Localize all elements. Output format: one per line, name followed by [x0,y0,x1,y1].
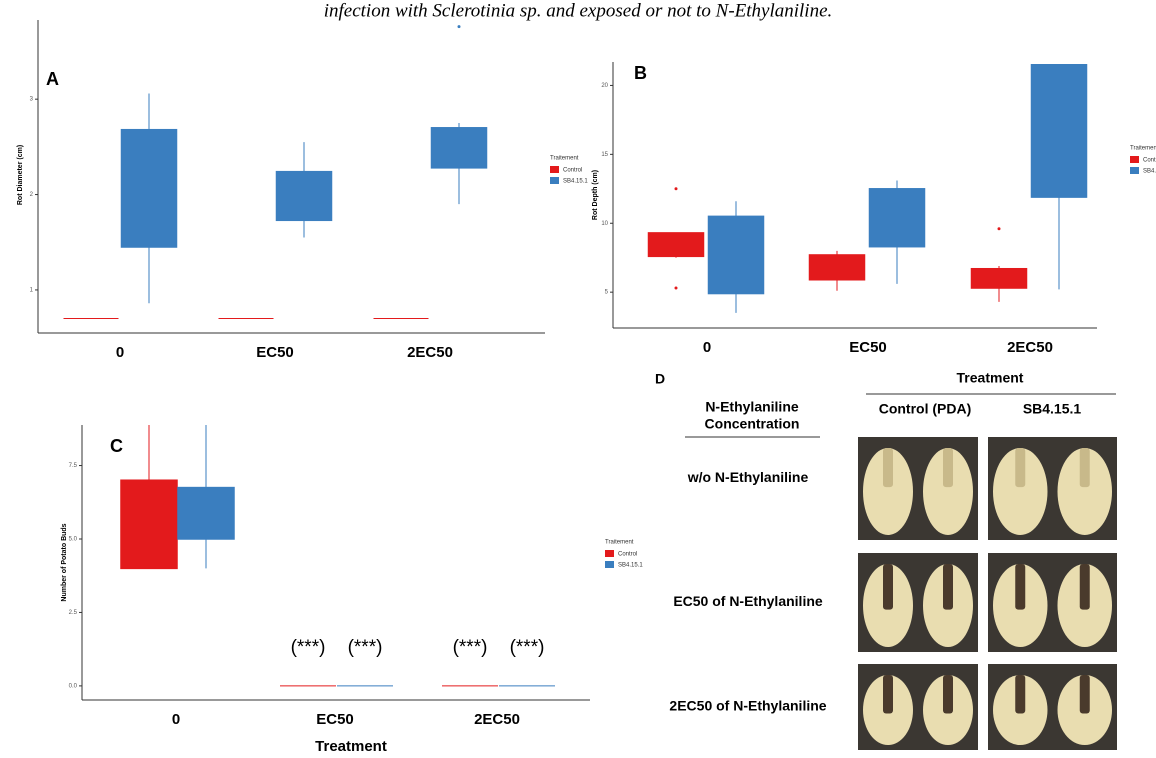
outlier [675,187,678,190]
rot-lesion [1015,675,1025,714]
y-tick-label: 7.5 [69,463,78,469]
legend-label: Control [618,552,637,558]
legend-title: Traitement [550,156,579,162]
legend-swatch [1130,167,1139,174]
row-header: Concentration [705,416,800,432]
x-tick-label: 2EC50 [1007,339,1053,356]
box [870,189,925,247]
x-tick-label: 0 [172,711,180,728]
box [122,130,177,247]
x-tick-label: EC50 [256,344,294,361]
y-axis-title: Number of Potato Buds [61,523,68,601]
rot-lesion [1015,448,1025,487]
rot-lesion [883,448,893,487]
legend-swatch [1130,156,1139,163]
outlier [675,287,678,290]
caption: infection with Sclerotinia sp. and expos… [324,0,833,21]
rot-lesion [883,564,893,610]
rot-lesion [883,675,893,714]
rot-lesion [1080,448,1090,487]
x-tick-label: 0 [703,339,711,356]
legend-swatch [550,166,559,173]
legend-label: SB4.15.1 [563,179,588,185]
row-label: EC50 of N-Ethylaniline [673,593,823,609]
column-header: Control (PDA) [879,401,972,417]
panel-label: C [110,436,123,456]
box [277,172,332,221]
legend-swatch [605,550,614,557]
legend-label: Control [1143,158,1156,164]
figure: infection with Sclerotinia sp. and expos… [0,0,1156,758]
annotation: (***) [510,637,545,658]
y-tick-label: 3 [30,97,34,103]
panel-label: D [655,371,665,387]
rot-lesion [943,675,953,714]
x-axis-title: Treatment [315,738,387,755]
box [432,128,487,168]
box [1032,65,1087,197]
outlier [458,25,461,28]
legend-title: Traitement [1130,146,1156,152]
rot-lesion [1015,564,1025,610]
box [709,216,764,293]
x-tick-label: 2EC50 [474,711,520,728]
y-axis-title: Rot Diameter (cm) [17,145,24,205]
y-tick-label: 2.5 [69,610,78,616]
x-tick-label: 0 [116,344,124,361]
y-tick-label: 15 [601,152,608,158]
legend-label: SB4.15.1 [618,563,643,569]
annotation: (***) [453,637,488,658]
rot-lesion [1080,564,1090,610]
box [178,488,234,539]
column-header: SB4.15.1 [1023,401,1082,417]
box [649,233,704,256]
y-tick-label: 5 [605,290,609,296]
column-group-header: Treatment [957,370,1024,386]
outlier [998,227,1001,230]
legend-title: Traitement [605,540,634,546]
rot-lesion [943,564,953,610]
annotation: (***) [348,637,383,658]
annotation: (***) [291,637,326,658]
panel-label: B [634,63,647,83]
y-tick-label: 20 [601,83,608,89]
row-label: 2EC50 of N-Ethylaniline [669,698,826,714]
x-tick-label: EC50 [316,711,354,728]
y-tick-label: 2 [30,192,34,198]
rot-lesion [943,448,953,487]
legend-swatch [550,177,559,184]
row-header: N-Ethylaniline [705,399,799,415]
x-tick-label: EC50 [849,339,887,356]
x-tick-label: 2EC50 [407,344,453,361]
y-axis-title: Rot Depth (cm) [592,170,599,220]
legend-label: SB4.15.1 [1143,169,1156,175]
legend-label: Control [563,168,582,174]
rot-lesion [1080,675,1090,714]
y-tick-label: 5.0 [69,537,78,543]
row-label: w/o N-Ethylaniline [687,469,809,485]
y-tick-label: 1 [30,288,34,294]
panel-label: A [46,69,59,89]
box [810,255,865,280]
y-tick-label: 0.0 [69,683,78,689]
y-tick-label: 10 [601,221,608,227]
box [121,480,177,568]
legend-swatch [605,561,614,568]
box [972,269,1027,288]
